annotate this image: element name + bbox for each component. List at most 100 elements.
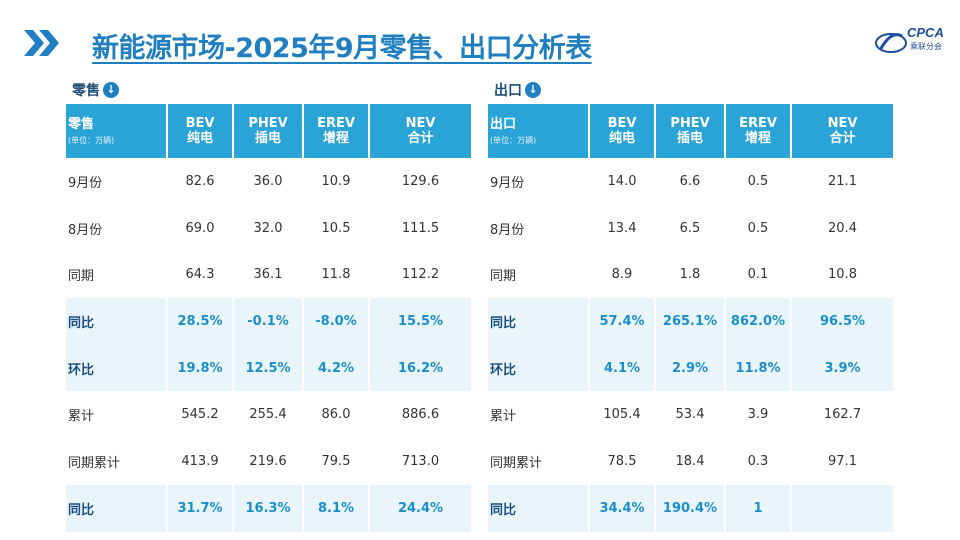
export-section-label: 出口 ↓ <box>494 80 541 100</box>
table-cell: 14.0 <box>589 158 656 205</box>
table-cell: 31.7% <box>167 484 234 532</box>
table-cell: 16.3% <box>233 484 304 532</box>
row-label: 同期累计 <box>66 438 168 485</box>
table-cell: 53.4 <box>655 391 726 439</box>
column-header: BEV 纯电 <box>589 104 656 158</box>
row-label: 同期累计 <box>488 438 590 485</box>
table-cell <box>791 484 895 532</box>
table-cell: 0.1 <box>725 251 792 299</box>
row-label: 环比 <box>488 344 590 392</box>
row-label: 累计 <box>66 391 168 439</box>
row-label: 同比 <box>488 298 590 345</box>
table-row: 累计 545.2 255.4 86.0 886.6 <box>66 391 473 439</box>
table-cell: 6.5 <box>655 204 726 252</box>
table-cell: 129.6 <box>369 158 473 205</box>
table-cell: 57.4% <box>589 298 656 345</box>
row-label: 9月份 <box>488 158 590 205</box>
table-cell: 0.3 <box>725 438 792 485</box>
column-header: EREV 增程 <box>303 104 370 158</box>
table-cell: 11.8% <box>725 344 792 392</box>
table-cell: 97.1 <box>791 438 895 485</box>
table-cell: 28.5% <box>167 298 234 345</box>
table-row: 同比 34.4% 190.4% 1 <box>488 484 895 532</box>
table-cell: 20.4 <box>791 204 895 252</box>
table-cell: 36.0 <box>233 158 304 205</box>
table-cell: 19.8% <box>167 344 234 392</box>
table-cell: 862.0% <box>725 298 792 345</box>
table-row: 8月份 13.4 6.5 0.5 20.4 <box>488 204 895 252</box>
table-cell: 78.5 <box>589 438 656 485</box>
table-row: 环比 19.8% 12.5% 4.2% 16.2% <box>66 344 473 392</box>
table-row: 同比 31.7% 16.3% 8.1% 24.4% <box>66 484 473 532</box>
table-header-row: 零售 (单位：万辆) BEV 纯电 PHEV 插电 EREV 增程 NEV 合计 <box>66 104 473 158</box>
table-row: 累计 105.4 53.4 3.9 162.7 <box>488 391 895 439</box>
retail-table: 零售 (单位：万辆) BEV 纯电 PHEV 插电 EREV 增程 NEV 合计 9月份… <box>66 104 473 532</box>
table-cell: 713.0 <box>369 438 473 485</box>
column-header: PHEV 插电 <box>655 104 726 158</box>
table-cell: -8.0% <box>303 298 370 345</box>
table-cell: 219.6 <box>233 438 304 485</box>
table-cell: 82.6 <box>167 158 234 205</box>
page-title: 新能源市场-2025年9月零售、出口分析表 <box>92 33 592 64</box>
table-cell: -0.1% <box>233 298 304 345</box>
table-cell: 255.4 <box>233 391 304 439</box>
table-header-row: 出口 (单位：万辆) BEV 纯电 PHEV 插电 EREV 增程 NEV 合计 <box>488 104 895 158</box>
column-header: EREV 增程 <box>725 104 792 158</box>
table-cell: 13.4 <box>589 204 656 252</box>
column-header: BEV 纯电 <box>167 104 234 158</box>
table-cell: 34.4% <box>589 484 656 532</box>
cpca-logo: CPCA 乘联分会 <box>874 22 960 66</box>
column-header: PHEV 插电 <box>233 104 304 158</box>
table-cell: 10.8 <box>791 251 895 299</box>
row-label: 同期 <box>488 251 590 299</box>
table-row: 9月份 14.0 6.6 0.5 21.1 <box>488 158 895 205</box>
row-label: 同比 <box>66 298 168 345</box>
table-cell: 111.5 <box>369 204 473 252</box>
table-cell: 6.6 <box>655 158 726 205</box>
table-cell: 69.0 <box>167 204 234 252</box>
table-cell: 8.1% <box>303 484 370 532</box>
table-cell: 886.6 <box>369 391 473 439</box>
table-cell: 79.5 <box>303 438 370 485</box>
table-cell: 4.2% <box>303 344 370 392</box>
row-label: 累计 <box>488 391 590 439</box>
logo-brand: CPCA <box>907 25 944 40</box>
table-cell: 16.2% <box>369 344 473 392</box>
table-cell: 162.7 <box>791 391 895 439</box>
table-cell: 32.0 <box>233 204 304 252</box>
table-cell: 86.0 <box>303 391 370 439</box>
row-label: 环比 <box>66 344 168 392</box>
table-cell: 10.5 <box>303 204 370 252</box>
table-cell: 15.5% <box>369 298 473 345</box>
row-label: 8月份 <box>488 204 590 252</box>
table-cell: 112.2 <box>369 251 473 299</box>
table-row: 同期累计 413.9 219.6 79.5 713.0 <box>66 438 473 485</box>
cpca-emblem-icon <box>875 33 907 53</box>
table-cell: 1.8 <box>655 251 726 299</box>
export-table: 出口 (单位：万辆) BEV 纯电 PHEV 插电 EREV 增程 NEV 合计 9月份… <box>488 104 895 532</box>
export-label: 出口 <box>494 83 522 99</box>
logo-sub: 乘联分会 <box>910 42 942 51</box>
table-cell: 24.4% <box>369 484 473 532</box>
table-cell: 4.1% <box>589 344 656 392</box>
table-row: 同期 8.9 1.8 0.1 10.8 <box>488 251 895 299</box>
table-cell: 0.5 <box>725 204 792 252</box>
table-cell: 12.5% <box>233 344 304 392</box>
table-cell: 265.1% <box>655 298 726 345</box>
table-cell: 10.9 <box>303 158 370 205</box>
table-cell: 413.9 <box>167 438 234 485</box>
table-cell: 18.4 <box>655 438 726 485</box>
row-label: 同比 <box>488 484 590 532</box>
table-cell: 190.4% <box>655 484 726 532</box>
table-row: 同期累计 78.5 18.4 0.3 97.1 <box>488 438 895 485</box>
table-cell: 8.9 <box>589 251 656 299</box>
title-bar: 新能源市场-2025年9月零售、出口分析表 CPCA 乘联分会 <box>22 22 944 70</box>
table-row: 8月份 69.0 32.0 10.5 111.5 <box>66 204 473 252</box>
table-cell: 11.8 <box>303 251 370 299</box>
column-header: NEV 合计 <box>369 104 473 158</box>
row-label: 同期 <box>66 251 168 299</box>
table-cell: 0.5 <box>725 158 792 205</box>
table-cell: 545.2 <box>167 391 234 439</box>
arrow-down-icon: ↓ <box>525 82 541 98</box>
row-label-header: 出口 (单位：万辆) <box>488 104 590 158</box>
